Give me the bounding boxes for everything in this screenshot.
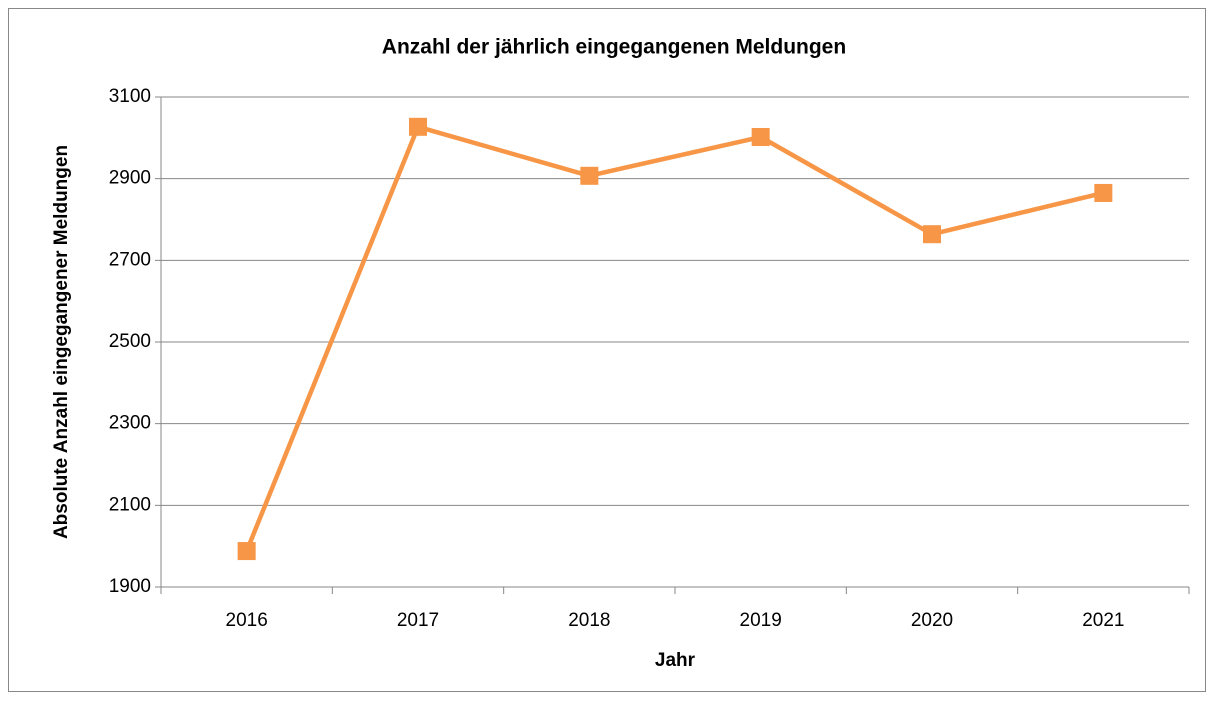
x-axis-label: Jahr xyxy=(655,650,696,671)
data-point xyxy=(751,128,770,147)
data-point xyxy=(580,166,599,185)
y-tick-label: 2300 xyxy=(109,413,151,434)
x-tick-label: 2019 xyxy=(740,610,782,631)
data-point xyxy=(923,225,941,244)
y-tick-label: 3100 xyxy=(109,86,151,107)
y-axis-label: Absolute Anzahl eingegangener Meldungen xyxy=(51,145,72,539)
y-tick-label: 2100 xyxy=(109,494,151,515)
y-tick-label: 1900 xyxy=(109,576,151,597)
x-tick-label: 2021 xyxy=(1082,610,1124,631)
data-point xyxy=(409,117,427,136)
data-line xyxy=(244,124,1104,552)
chart-title: Anzahl der jährlich eingegangenen Meldun… xyxy=(382,36,846,59)
x-tick-label: 2020 xyxy=(911,610,953,631)
x-tick-label: 2017 xyxy=(397,610,439,631)
y-tick-label: 2500 xyxy=(109,331,151,352)
data-point xyxy=(1094,183,1113,202)
data-point xyxy=(237,542,256,561)
chart-frame xyxy=(8,8,1206,692)
y-tick-label: 2900 xyxy=(109,168,151,189)
y-tick-label: 2700 xyxy=(109,249,151,270)
x-tick-label: 2016 xyxy=(226,610,268,631)
x-tick-label: 2018 xyxy=(568,610,610,631)
